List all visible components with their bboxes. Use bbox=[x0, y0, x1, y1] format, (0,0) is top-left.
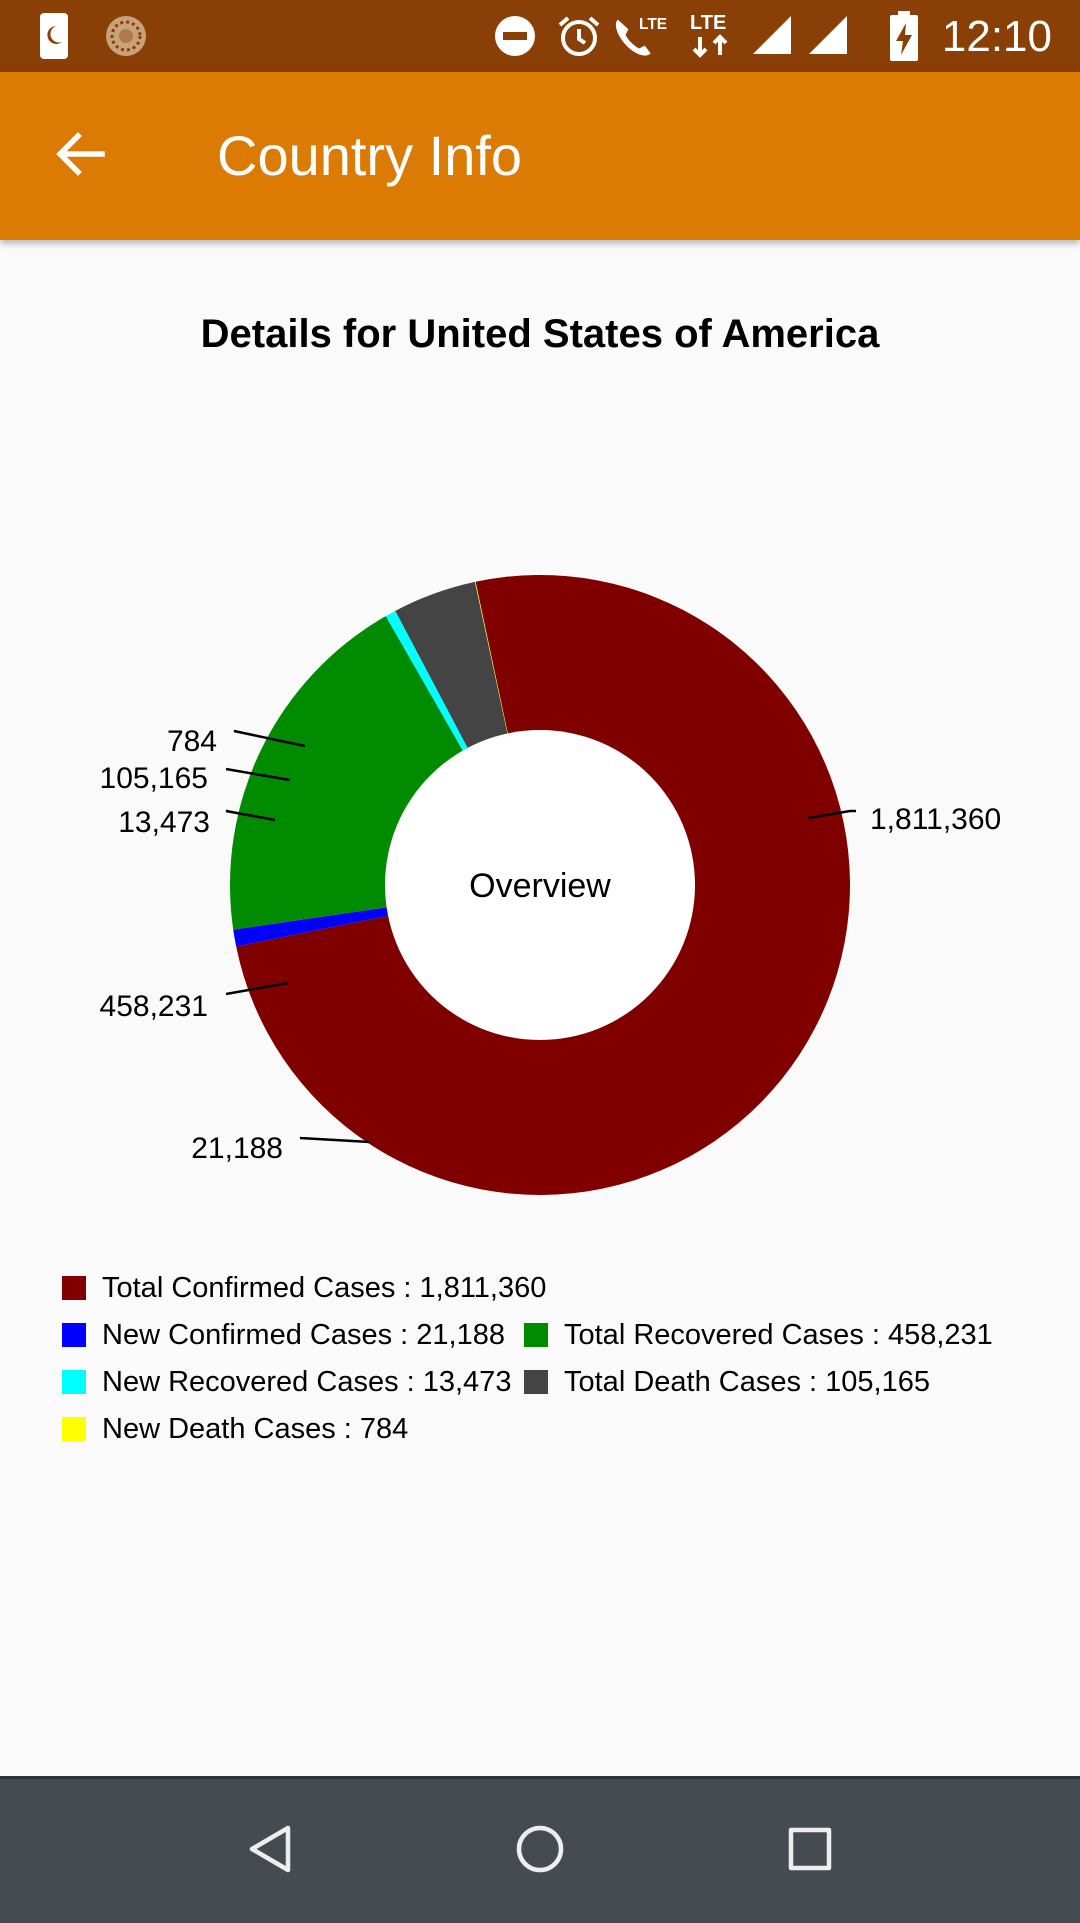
slice-leader-line bbox=[299, 1136, 371, 1144]
legend-swatch bbox=[524, 1323, 548, 1347]
recents-square-icon bbox=[787, 1826, 833, 1877]
nav-back-button[interactable] bbox=[228, 1809, 312, 1893]
legend-swatch bbox=[62, 1276, 86, 1300]
navigation-bar bbox=[0, 1776, 1080, 1923]
pie-slice bbox=[395, 581, 540, 885]
lte-data-icon: LTE bbox=[688, 0, 736, 72]
legend-item-new-recovered: New Recovered Cases : 13,473 bbox=[62, 1362, 511, 1402]
legend-item-total-death: Total Death Cases : 105,165 bbox=[524, 1362, 930, 1402]
lte-call-icon: LTE bbox=[612, 0, 668, 72]
pie-slice bbox=[385, 610, 540, 885]
do-not-disturb-icon bbox=[492, 0, 538, 72]
pie-slice bbox=[236, 574, 851, 1195]
legend-label: New Death Cases : 784 bbox=[102, 1412, 409, 1445]
arrow-back-icon bbox=[54, 128, 106, 185]
sim-card-moon-icon bbox=[38, 0, 70, 72]
pie-slice bbox=[229, 616, 540, 930]
status-time: 12:10 bbox=[941, 12, 1052, 61]
app-bar: Country Info bbox=[0, 72, 1080, 240]
chart-center-label: Overview bbox=[469, 867, 611, 905]
slice-leader-line bbox=[807, 809, 856, 820]
legend-swatch bbox=[62, 1370, 86, 1394]
slice-value-label: 1,811,360 bbox=[870, 803, 1001, 836]
legend-item-new-death: New Death Cases : 784 bbox=[62, 1409, 408, 1449]
legend-label: Total Death Cases : 105,165 bbox=[564, 1365, 930, 1398]
legend-item-total-confirmed: Total Confirmed Cases : 1,811,360 bbox=[62, 1268, 546, 1308]
slice-value-label: 458,231 bbox=[100, 990, 208, 1023]
signal-icon-2 bbox=[808, 0, 850, 72]
svg-text:LTE: LTE bbox=[690, 12, 726, 34]
chart-center-hole bbox=[385, 730, 695, 1040]
legend-label: New Confirmed Cases : 21,188 bbox=[102, 1318, 505, 1351]
nav-home-button[interactable] bbox=[498, 1809, 582, 1893]
signal-icon bbox=[752, 0, 794, 72]
home-circle-icon bbox=[515, 1824, 565, 1879]
legend-label: Total Confirmed Cases : 1,811,360 bbox=[102, 1271, 547, 1304]
slice-leader-line bbox=[225, 809, 276, 822]
slice-value-label: 13,473 bbox=[118, 806, 210, 839]
sunflower-app-icon bbox=[102, 0, 150, 72]
slice-leader-line bbox=[225, 767, 291, 782]
back-button[interactable] bbox=[40, 116, 120, 196]
legend-swatch bbox=[524, 1370, 548, 1394]
pie-slice bbox=[233, 885, 541, 947]
legend-swatch bbox=[62, 1323, 86, 1347]
alarm-icon bbox=[556, 0, 602, 72]
status-bar: LTE LTE 12:10 bbox=[0, 0, 1080, 72]
app-title: Country Info bbox=[217, 124, 523, 187]
slice-value-label: 784 bbox=[167, 725, 217, 758]
page-heading: Details for United States of America bbox=[200, 312, 880, 356]
slice-leader-line bbox=[225, 981, 289, 996]
slice-value-label: 21,188 bbox=[191, 1132, 283, 1165]
svg-text:LTE: LTE bbox=[639, 16, 667, 33]
legend-label: Total Recovered Cases : 458,231 bbox=[564, 1318, 993, 1351]
nav-recents-button[interactable] bbox=[768, 1809, 852, 1893]
back-triangle-icon bbox=[246, 1824, 294, 1879]
legend-item-total-recovered: Total Recovered Cases : 458,231 bbox=[524, 1315, 993, 1355]
legend-item-new-confirmed: New Confirmed Cases : 21,188 bbox=[62, 1315, 505, 1355]
battery-charging-icon bbox=[888, 0, 920, 72]
slice-value-label: 105,165 bbox=[100, 762, 208, 795]
pie-slice bbox=[474, 581, 540, 885]
slice-leader-line bbox=[233, 729, 306, 748]
legend-label: New Recovered Cases : 13,473 bbox=[102, 1365, 512, 1398]
legend-swatch bbox=[62, 1417, 86, 1441]
